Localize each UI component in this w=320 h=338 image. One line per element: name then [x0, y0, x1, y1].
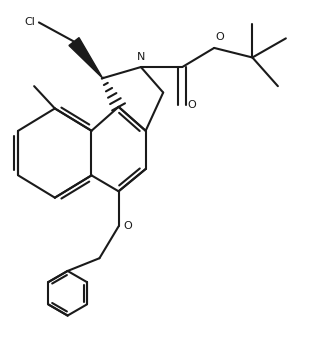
Text: O: O — [216, 31, 225, 42]
Polygon shape — [69, 38, 103, 78]
Text: Cl: Cl — [25, 18, 36, 27]
Text: O: O — [187, 100, 196, 110]
Text: O: O — [123, 221, 132, 231]
Text: N: N — [137, 52, 145, 62]
